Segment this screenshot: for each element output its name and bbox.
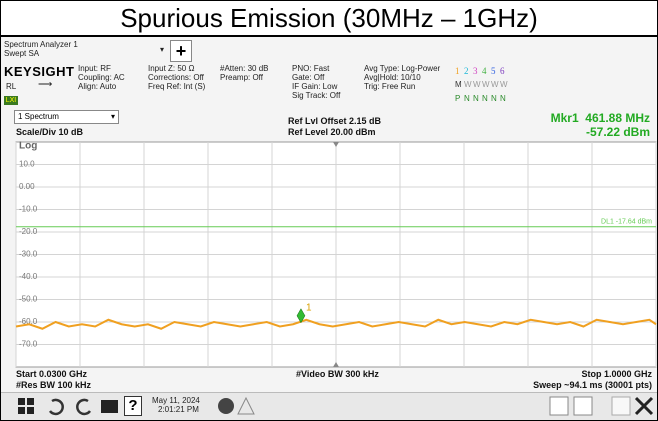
app-mode[interactable]: Swept SA xyxy=(4,49,40,58)
date: May 11, 2024 xyxy=(152,396,200,405)
trace-detector: N xyxy=(464,94,470,103)
fullscreen-button[interactable] xyxy=(634,396,654,416)
folder-button[interactable] xyxy=(101,400,118,413)
window-tab[interactable]: 1 Spectrum ▾ xyxy=(14,110,119,124)
y-tick-label: 0.00 xyxy=(19,182,35,191)
alert-button[interactable] xyxy=(237,396,255,415)
scale: Scale/Div 10 dB xyxy=(16,127,84,137)
stop-freq: Stop 1.0000 GHz xyxy=(581,369,652,379)
trace-type: W xyxy=(482,80,490,89)
taskbar-icons xyxy=(18,396,654,416)
trace xyxy=(15,318,657,330)
trace-type: M xyxy=(455,80,462,89)
y-tick-label: -10.0 xyxy=(19,205,38,214)
trace-number: 5 xyxy=(491,66,496,76)
ref-level: Ref Level 20.00 dBm xyxy=(288,127,376,137)
dropdown-arrow[interactable]: ▾ xyxy=(160,45,165,54)
marker-name: Mkr1 xyxy=(550,111,579,125)
trace-detector: N xyxy=(491,94,497,103)
y-tick-label: 10.0 xyxy=(19,160,35,169)
window-tab-label: 1 Spectrum xyxy=(18,112,59,121)
y-tick-label: -40.0 xyxy=(19,272,38,281)
marker-readout: Mkr1 461.88 MHz xyxy=(551,111,650,125)
lxi-badge: LXI xyxy=(4,96,18,105)
setting: Gate: Off xyxy=(292,73,325,82)
setting: Corrections: Off xyxy=(148,73,204,82)
setting: Sig Track: Off xyxy=(292,91,341,100)
brand: KEYSIGHT xyxy=(4,64,75,79)
trace-type: W xyxy=(500,80,508,89)
marker-label: 1 xyxy=(306,302,312,313)
res-bw: #Res BW 100 kHz xyxy=(16,380,92,390)
touch-button[interactable] xyxy=(573,396,593,416)
trace-type: W xyxy=(464,80,472,89)
trace-type: W xyxy=(491,80,499,89)
y-axis-label: Log xyxy=(19,141,37,152)
setting: Preamp: Off xyxy=(220,73,263,82)
chat-button[interactable] xyxy=(218,398,234,414)
setting: Input Z: 50 Ω xyxy=(148,64,195,73)
setting: PNO: Fast xyxy=(292,64,330,73)
marker xyxy=(296,308,306,324)
y-tick-label: -50.0 xyxy=(19,295,38,304)
setting: Coupling: AC xyxy=(78,73,125,82)
ref-offset: Ref Lvl Offset 2.15 dB xyxy=(288,116,382,126)
trace-number: 6 xyxy=(500,66,505,76)
add-button[interactable]: + xyxy=(170,40,192,62)
redo-button[interactable] xyxy=(76,398,92,416)
marker-amplitude: -57.22 dBm xyxy=(585,125,650,139)
setting: Trig: Free Run xyxy=(364,82,416,91)
video-bw: #Video BW 300 kHz xyxy=(296,369,379,379)
y-tick-label: -20.0 xyxy=(19,227,38,236)
setting: IF Gain: Low xyxy=(292,82,338,91)
trace-detector: N xyxy=(482,94,488,103)
marker-frequency: 461.88 MHz xyxy=(585,111,650,125)
connector-icon: ⟶ xyxy=(38,79,53,90)
trace-detector: N xyxy=(500,94,506,103)
start-freq: Start 0.0300 GHz xyxy=(16,369,88,379)
time: 2:01:21 PM xyxy=(158,405,199,414)
center-marker xyxy=(333,142,339,147)
display-line-label: DL1 -17.64 dBm xyxy=(601,219,652,226)
trace-number: 2 xyxy=(464,66,469,76)
y-tick-label: -30.0 xyxy=(19,250,38,259)
trace-number: 4 xyxy=(482,66,487,76)
trace-detector: P xyxy=(455,94,461,103)
layout-button[interactable] xyxy=(611,396,631,416)
y-tick-label: -70.0 xyxy=(19,340,38,349)
undo-button[interactable] xyxy=(48,398,64,416)
center-marker xyxy=(333,362,339,367)
setting: Avg|Hold: 10/10 xyxy=(364,73,421,82)
setting: Align: Auto xyxy=(78,82,117,91)
setting: #Atten: 30 dB xyxy=(220,64,269,73)
trace-number: 3 xyxy=(473,66,478,76)
setting: Avg Type: Log-Power xyxy=(364,64,441,73)
trace-number: 1 xyxy=(455,66,460,76)
trace-detector: N xyxy=(473,94,479,103)
y-tick-label: -60.0 xyxy=(19,317,38,326)
help-button[interactable]: ? xyxy=(124,396,142,416)
sweep: Sweep ~94.1 ms (30001 pts) xyxy=(533,380,652,390)
page-title: Spurious Emission (30MHz – 1GHz) xyxy=(0,0,658,36)
app-name: Spectrum Analyzer 1 xyxy=(4,40,78,49)
setting: Freq Ref: Int (S) xyxy=(148,82,206,91)
setting: Input: RF xyxy=(78,64,111,73)
windows-button[interactable] xyxy=(18,398,34,414)
trace-type: W xyxy=(473,80,481,89)
status: RL xyxy=(6,82,17,91)
keypad-button[interactable] xyxy=(549,396,569,416)
